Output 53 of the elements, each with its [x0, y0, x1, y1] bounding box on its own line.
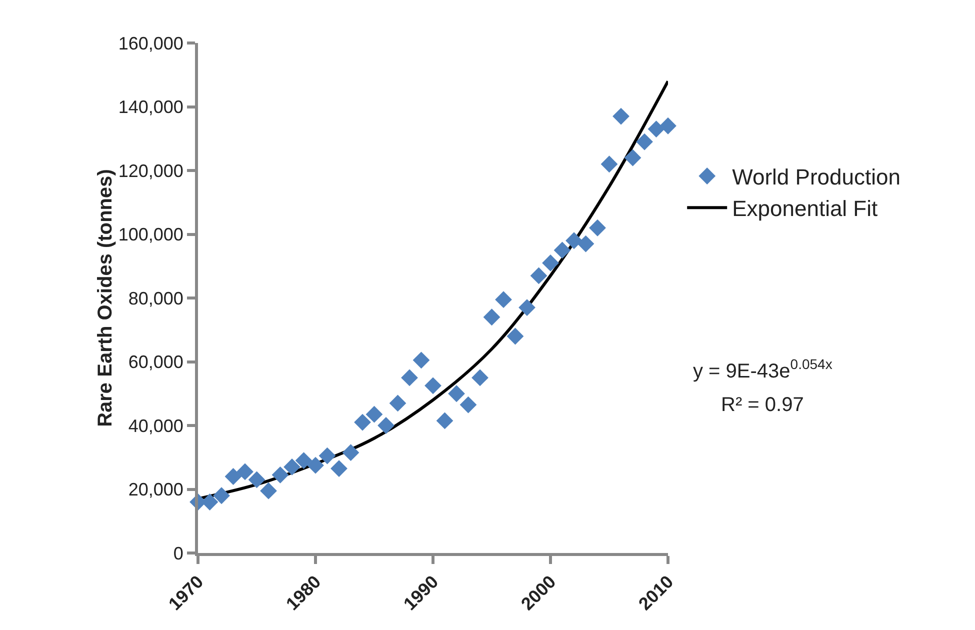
point: [577, 235, 594, 252]
point: [236, 463, 254, 480]
y-tick-label: 60,000: [128, 352, 184, 372]
point: [213, 487, 230, 504]
point: [636, 133, 653, 150]
point: [412, 352, 430, 369]
point: [389, 394, 406, 412]
point: [295, 452, 312, 470]
point: [378, 417, 394, 434]
y-tick-label: 40,000: [128, 416, 184, 436]
point: [366, 406, 383, 423]
y-tick-label: 0: [173, 543, 184, 564]
point: [612, 108, 630, 125]
text: y = 9E-43e$^{0.054x}$: [693, 356, 832, 382]
point: [506, 328, 524, 345]
point: [248, 471, 266, 488]
point: [518, 299, 536, 316]
point: [483, 308, 500, 326]
point: [354, 414, 371, 431]
point: [401, 369, 418, 386]
legend-label: Exponential Fit: [732, 196, 878, 222]
point: [272, 466, 289, 484]
point: [460, 396, 477, 414]
point: [472, 369, 488, 386]
point: [542, 254, 559, 272]
point: [436, 412, 454, 430]
point: [648, 120, 665, 138]
point: [600, 156, 618, 173]
y-tick-label: 140,000: [118, 97, 184, 118]
y-tick-label: 80,000: [128, 288, 184, 308]
point: [624, 149, 642, 166]
point: [318, 447, 336, 464]
text: R² = 0.97: [721, 394, 804, 416]
y-tick-label: 160,000: [118, 33, 184, 54]
point: [566, 232, 582, 250]
point: [589, 219, 606, 236]
point: [260, 482, 277, 500]
point: [424, 377, 442, 394]
point: [224, 468, 242, 485]
point: [448, 385, 465, 402]
legend-label: World Production: [732, 164, 900, 190]
point: [330, 460, 348, 477]
y-tick-label: 20,000: [128, 480, 184, 500]
point: [342, 444, 360, 462]
point: [554, 242, 571, 259]
y-tick-label: 120,000: [118, 160, 184, 181]
point: [284, 458, 300, 476]
point: [660, 117, 676, 134]
point: [495, 291, 512, 308]
point: [307, 456, 324, 474]
point: [530, 267, 548, 284]
y-tick-label: 100,000: [118, 224, 184, 245]
y-axis-title: Rare Earth Oxides (tonnes): [94, 169, 116, 427]
